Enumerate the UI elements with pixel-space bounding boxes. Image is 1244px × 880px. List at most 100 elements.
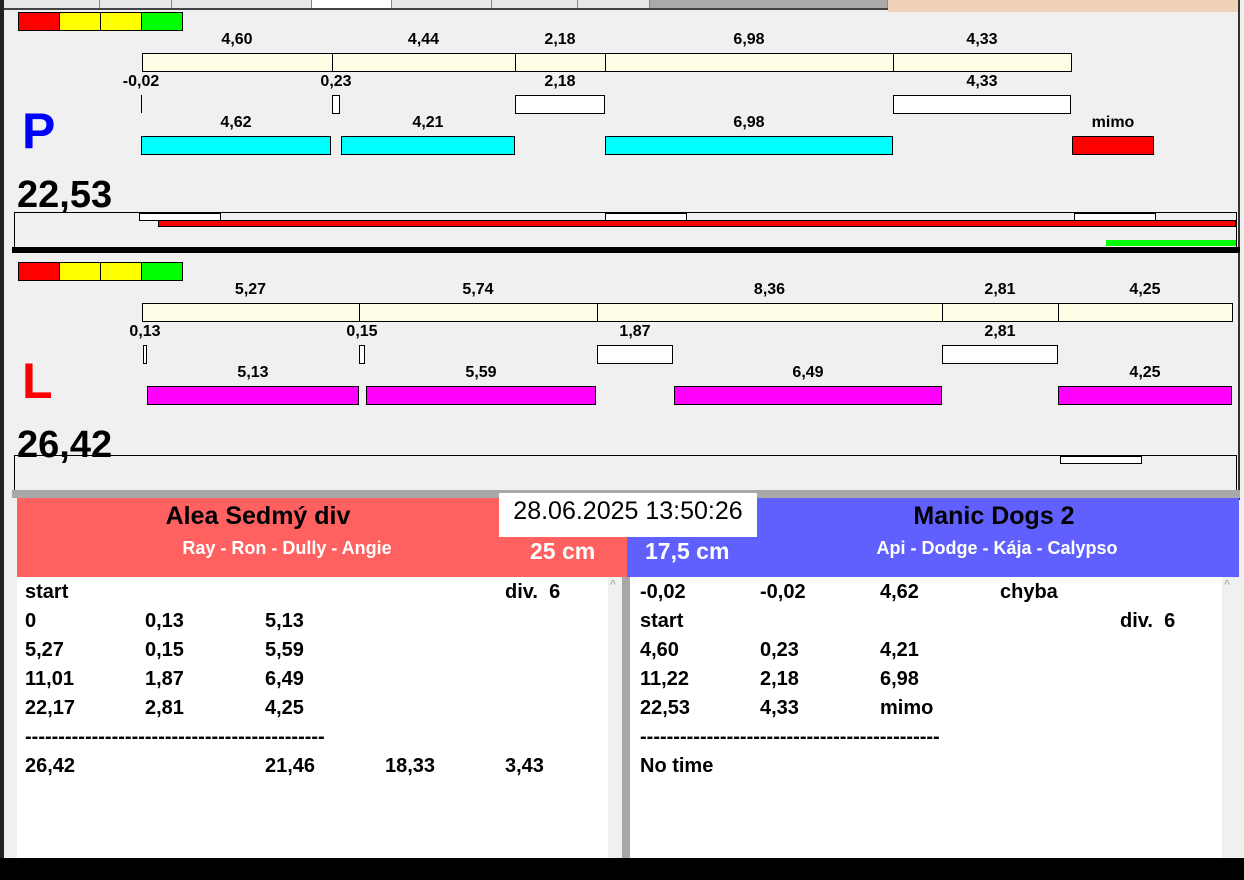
separator-line: ----------------------------------------… [640, 726, 940, 748]
run-segment-bar [605, 136, 893, 155]
planned-segment-bar [332, 53, 516, 72]
indicator-cell [60, 263, 101, 280]
run-segment-bar [147, 386, 359, 405]
planned-segment-bar [142, 303, 360, 322]
tab[interactable] [392, 0, 492, 8]
result-cell: div. 6 [1120, 610, 1176, 632]
indicator-cell [19, 263, 60, 280]
run-segment-label: 6,49 [792, 364, 824, 381]
planned-segment-label: 4,60 [221, 31, 253, 48]
run-segment-label: 6,98 [733, 114, 765, 131]
result-cell: 6,98 [880, 668, 919, 690]
result-cell: 0,23 [760, 639, 799, 661]
progress-marker [1060, 456, 1142, 464]
result-cell: 18,33 [385, 755, 436, 777]
tab[interactable] [172, 0, 312, 8]
gap-label: 1,87 [619, 323, 651, 340]
indicator-cell [142, 263, 182, 280]
planned-segment-bar [1058, 303, 1233, 322]
planned-segment-bar [515, 53, 606, 72]
run-segment-bar [674, 386, 942, 405]
result-cell: 2,18 [760, 668, 799, 690]
right-scrollbar[interactable]: ^ [1222, 577, 1238, 858]
gap-label: 0,15 [346, 323, 378, 340]
gap-bar [942, 345, 1058, 364]
result-cell: 0,15 [145, 639, 184, 661]
run-segment-label: 5,59 [465, 364, 497, 381]
result-cell: 2,81 [145, 697, 184, 719]
result-cell: 22,17 [25, 697, 76, 719]
result-cell: -0,02 [640, 581, 686, 603]
tab[interactable] [492, 0, 578, 8]
tab[interactable] [650, 0, 888, 8]
result-cell: chyba [1000, 581, 1058, 603]
planned-segment-bar [142, 53, 333, 72]
planned-segment-label: 2,18 [544, 31, 576, 48]
result-cell: div. 6 [505, 581, 561, 603]
tab[interactable] [578, 0, 650, 8]
gap-label: 4,33 [966, 73, 998, 90]
tab[interactable] [312, 0, 392, 8]
planned-segment-label: 4,33 [966, 31, 998, 48]
left-results-list[interactable]: start div. 6 0 0,13 5,13 5,27 0,15 5,59 11,01 1,8… [17, 577, 608, 858]
planned-segment-label: 5,74 [462, 281, 494, 298]
gap-label: 0,23 [320, 73, 352, 90]
lane-divider [12, 247, 1240, 253]
result-cell: 4,21 [880, 639, 919, 661]
result-cell: 0 [25, 610, 37, 632]
result-cell: 5,59 [265, 639, 304, 661]
gap-label: 2,18 [544, 73, 576, 90]
run-segment-bar [1072, 136, 1154, 155]
lane-letter: L [22, 353, 53, 409]
run-segment-label: 5,13 [237, 364, 269, 381]
tab[interactable] [100, 0, 172, 8]
result-cell: 0,13 [145, 610, 184, 632]
result-cell: 4,33 [760, 697, 799, 719]
gap-bar [893, 95, 1071, 114]
window-frame [0, 0, 4, 880]
result-cell: 22,53 [640, 697, 691, 719]
left-team-height: 25 cm [530, 538, 596, 564]
result-cell: 21,46 [265, 755, 316, 777]
tab[interactable] [4, 0, 100, 8]
planned-segment-label: 8,36 [753, 281, 786, 298]
result-cell: 4,25 [265, 697, 304, 719]
run-segment-bar [1058, 386, 1232, 405]
left-team-name: Alea Sedmý div [165, 502, 351, 530]
planned-segment-bar [597, 303, 943, 322]
progress-track [14, 212, 1237, 247]
result-cell: 5,13 [265, 610, 304, 632]
planned-segment-bar [893, 53, 1072, 72]
indicator-cell [19, 13, 60, 30]
planned-segment-label: 6,98 [733, 31, 765, 48]
left-scrollbar[interactable]: ^ [608, 577, 622, 858]
run-segment-label: 4,62 [220, 114, 252, 131]
progress-bar-red [158, 220, 1236, 227]
gap-bar [141, 95, 142, 113]
datetime-display: 28.06.2025 13:50:26 [499, 493, 757, 537]
left-team-dogs: Ray - Ron - Dully - Angie [182, 538, 392, 558]
result-cell: No time [640, 755, 714, 777]
gap-label: 0,13 [129, 323, 161, 340]
bottom-bar [0, 858, 1244, 880]
scroll-up-icon[interactable]: ^ [1224, 579, 1230, 590]
result-cell: 6,49 [265, 668, 304, 690]
tab-strip[interactable] [4, 0, 888, 10]
planned-segment-bar [605, 53, 894, 72]
scroll-up-icon[interactable]: ^ [610, 579, 616, 590]
panel-divider [622, 577, 630, 858]
result-cell: mimo [880, 697, 934, 719]
right-results-list[interactable]: -0,02 -0,02 4,62 chyba start div. 6 4,60 0,23 4,… [630, 577, 1222, 858]
right-team-dogs: Api - Dodge - Kája - Calypso [876, 538, 1118, 558]
result-cell: start [640, 610, 684, 632]
result-cell: 11,01 [25, 668, 74, 690]
result-cell: 4,60 [640, 639, 679, 661]
run-segment-label: 4,21 [412, 114, 444, 131]
run-segment-label: mimo [1091, 114, 1135, 131]
gap-bar [515, 95, 605, 114]
result-cell: start [25, 581, 69, 603]
progress-track [14, 455, 1237, 490]
gap-label: -0,02 [122, 73, 160, 90]
planned-segment-label: 4,25 [1129, 281, 1161, 298]
planned-segment-label: 5,27 [234, 281, 267, 298]
